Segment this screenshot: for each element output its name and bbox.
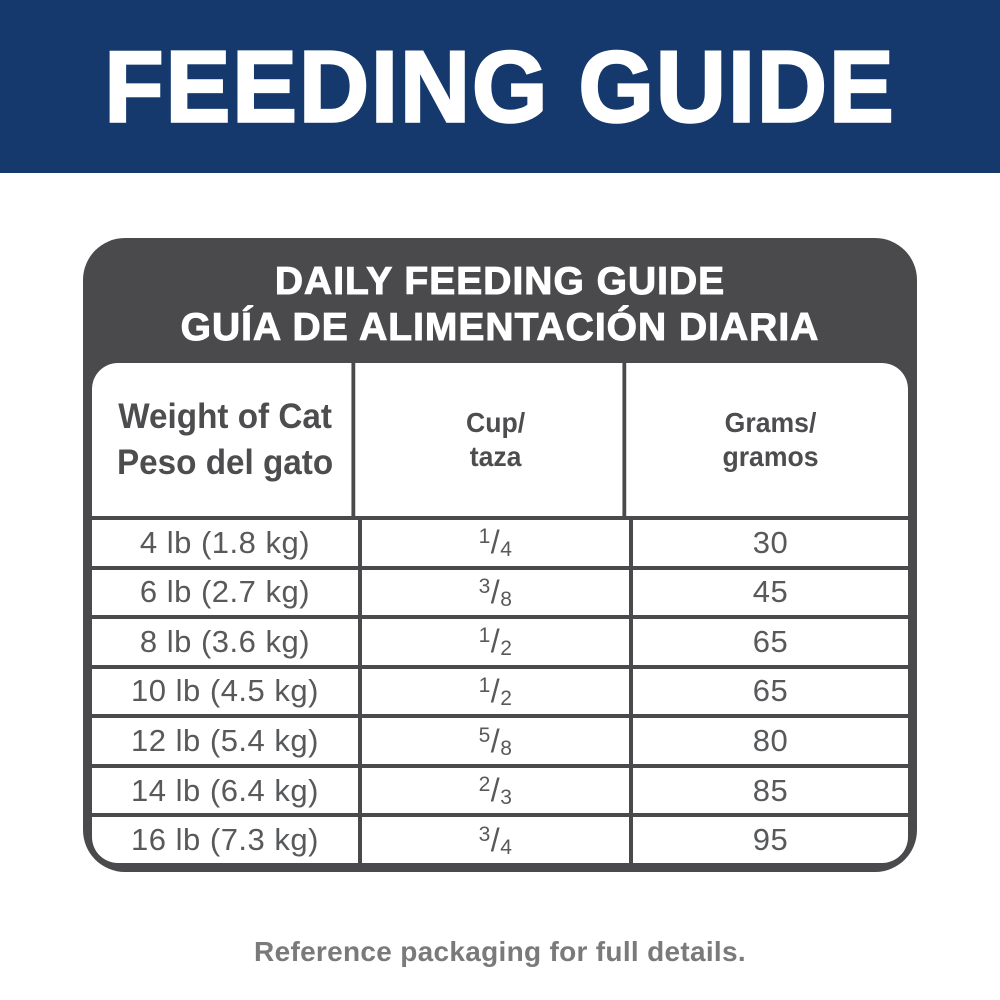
table-cell-weight: 6 lb (2.7 kg) bbox=[92, 565, 362, 616]
table-cell-weight: 10 lb (4.5 kg) bbox=[92, 664, 362, 715]
card-title-spanish: GUÍA DE ALIMENTACIÓN DIARIA bbox=[180, 306, 820, 350]
table-cell-cup: 2/3 bbox=[362, 763, 633, 814]
footer-note: Reference packaging for full details. bbox=[254, 936, 746, 967]
feeding-table-grid: Weight of Cat Peso del gato Cup/ taza Gr… bbox=[92, 363, 908, 863]
table-cell-weight: 14 lb (6.4 kg) bbox=[92, 763, 362, 814]
table-cell-cup: 5/8 bbox=[362, 714, 633, 764]
table-cell-grams: 65 bbox=[633, 615, 908, 665]
feeding-guide-banner: FEEDING GUIDE bbox=[0, 0, 1000, 173]
column-header-weight: Weight of Cat Peso del gato bbox=[99, 363, 356, 516]
card-title: DAILY FEEDING GUIDE GUÍA DE ALIMENTACIÓN… bbox=[83, 259, 917, 351]
table-cell-cup: 1/2 bbox=[362, 615, 633, 665]
table-cell-cup: 3/4 bbox=[362, 813, 633, 863]
column-header-cup: Cup/ taza bbox=[369, 363, 627, 516]
daily-feeding-guide-card: DAILY FEEDING GUIDE GUÍA DE ALIMENTACIÓN… bbox=[83, 238, 917, 872]
table-cell-grams: 30 bbox=[633, 516, 908, 566]
table-cell-grams: 45 bbox=[633, 565, 908, 616]
card-title-english: DAILY FEEDING GUIDE bbox=[274, 260, 726, 304]
table-cell-cup: 1/4 bbox=[362, 516, 633, 566]
table-cell-cup: 3/8 bbox=[362, 565, 633, 616]
table-cell-weight: 16 lb (7.3 kg) bbox=[92, 813, 362, 863]
banner-title: FEEDING GUIDE bbox=[103, 28, 896, 144]
table-cell-grams: 80 bbox=[633, 714, 908, 764]
table-cell-cup: 1/2 bbox=[362, 664, 633, 715]
table-cell-grams: 95 bbox=[633, 813, 908, 863]
table-cell-weight: 8 lb (3.6 kg) bbox=[92, 615, 362, 665]
feeding-table: Weight of Cat Peso del gato Cup/ taza Gr… bbox=[92, 363, 908, 863]
column-header-grams: Grams/ gramos bbox=[722, 406, 819, 472]
table-cell-grams: 85 bbox=[633, 763, 908, 814]
table-cell-weight: 12 lb (5.4 kg) bbox=[92, 714, 362, 764]
table-cell-weight: 4 lb (1.8 kg) bbox=[92, 516, 362, 566]
table-cell-grams: 65 bbox=[633, 664, 908, 715]
